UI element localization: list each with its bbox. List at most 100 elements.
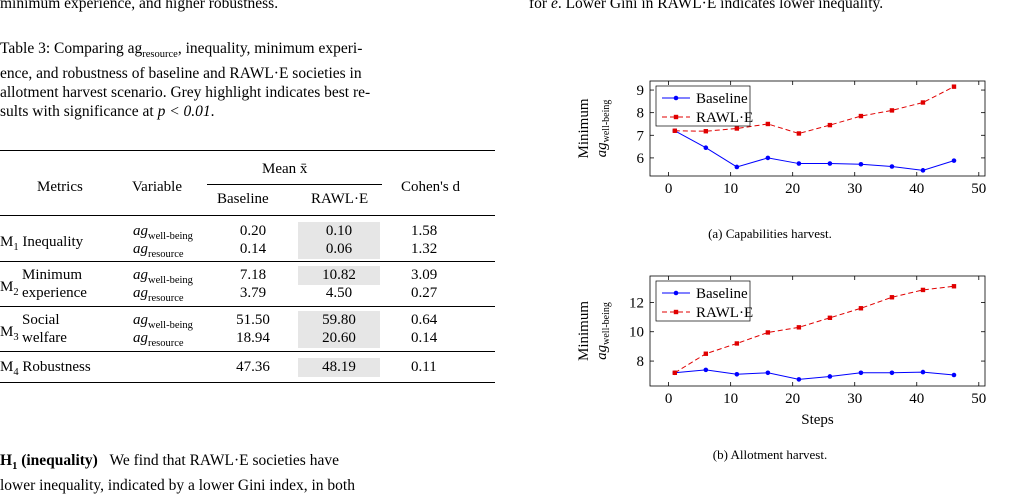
x-axis-label: Steps [801, 412, 834, 427]
point-rawle [827, 315, 833, 320]
h1-bold: H1 (inequality) [0, 452, 98, 473]
caption-l1-a: Table 3: Comparing ag [0, 40, 143, 57]
legend-box [655, 280, 751, 322]
row4-rawle1: 48.19 [298, 358, 380, 377]
x-tick-label: 50 [971, 181, 986, 197]
row3-rule [0, 351, 495, 352]
point-rawle [889, 295, 895, 300]
plot-frame [649, 80, 986, 177]
row4-d1: 0.11 [411, 359, 437, 375]
point-rawle [703, 129, 709, 134]
row3-var2: agresource [133, 330, 184, 349]
y-tick-label: 12 [629, 295, 644, 311]
caption-a: (a) Capabilities harvest. [708, 226, 832, 241]
row3-metric-l2: welfare [22, 330, 67, 346]
point-baseline [703, 367, 709, 373]
x-tick-label: 40 [909, 181, 924, 197]
row3-d2: 0.14 [411, 330, 438, 346]
point-baseline [858, 370, 864, 376]
header-cohens: Cohen's d [401, 179, 460, 195]
row3-base1: 51.50 [236, 312, 270, 328]
series-line-rawle [674, 285, 955, 374]
header-mean: Mean x̄ [262, 161, 308, 177]
row3-metric-l1: Social [22, 312, 60, 328]
row3-metric-prefix: M3 [0, 324, 19, 343]
point-baseline [920, 168, 926, 173]
point-rawle [672, 128, 678, 133]
row4-base1: 47.36 [236, 359, 270, 375]
y-tick-label: 8 [637, 354, 645, 370]
point-rawle [951, 84, 957, 89]
plot-frame [649, 275, 986, 387]
x-tick-label: 40 [909, 391, 924, 407]
row3-d1: 0.64 [411, 312, 438, 328]
row4-metric: M4 Robustness [0, 359, 91, 378]
point-baseline [889, 164, 895, 169]
x-tick-label: 20 [785, 391, 800, 407]
row2-d1: 3.09 [411, 267, 438, 283]
x-tick-label: 10 [723, 391, 738, 407]
point-rawle [889, 108, 895, 113]
legend-box [655, 85, 751, 127]
caption-line-2: ence, and robustness of baseline and RAW… [0, 65, 362, 83]
right-top-var: e [550, 0, 558, 12]
caption-line-4: sults with significance at p < 0.01. [0, 102, 495, 121]
caption-l4-a: sults with significance at [0, 103, 158, 121]
table-bottom-rule [0, 382, 495, 384]
y-tick-label: 9 [637, 83, 645, 99]
point-baseline [951, 372, 957, 378]
legend-marker [673, 309, 679, 315]
right-top-post: . Lower Gini in RAWL·E indicates lower i… [557, 0, 884, 12]
x-tick-label: 50 [971, 391, 986, 407]
header-metrics: Metrics [37, 179, 83, 195]
point-rawle [796, 131, 802, 136]
h1-paragraph: H1 (inequality) We find that RAWL·E soci… [0, 451, 495, 495]
row1-base1: 0.20 [239, 223, 267, 239]
row1-metric: M1 Inequality [0, 234, 84, 253]
row2-base1: 7.18 [239, 267, 267, 283]
y-label-line2: agwell-being [594, 100, 612, 158]
legend-label: RAWL·E [696, 110, 753, 126]
point-baseline [858, 161, 864, 167]
chart-b: 0 10 20 30 40 50 8 10 12 Minimum agwell-being Steps… [576, 275, 986, 427]
y-label-line2: agwell-being [594, 302, 612, 360]
point-baseline [920, 369, 926, 375]
legend-label: Baseline [696, 91, 748, 107]
header-variable: Variable [132, 179, 182, 195]
point-baseline [827, 161, 833, 166]
legend-marker [673, 114, 679, 120]
mean-rule [207, 184, 382, 185]
y-label-line1: Minimum [576, 98, 592, 158]
h1-line-1: H1 (inequality) We find that RAWL·E soci… [0, 451, 495, 476]
legend-label: RAWL·E [696, 305, 753, 321]
y-label-line1: Minimum [576, 301, 592, 361]
point-rawle [734, 341, 740, 346]
y-tick-label: 7 [637, 128, 645, 144]
row2-base2: 3.79 [239, 285, 267, 301]
row2-var2: agresource [133, 285, 184, 304]
results-table: Metrics Variable Mean x̄ Baseline RAWL·E… [0, 150, 495, 415]
series-line-baseline [674, 369, 955, 380]
row3-rawle2: 20.60 [298, 329, 380, 348]
y-label-sub: well-being [601, 100, 612, 143]
y-tick-label: 6 [637, 151, 645, 167]
right-top-line: for e. Lower Gini in RAWL·E indicates lo… [529, 0, 883, 13]
x-tick-label: 20 [785, 181, 800, 197]
h1-line-2: lower inequality, indicated by a lower G… [0, 477, 355, 495]
row2-metric-l2: experience [22, 285, 87, 301]
point-baseline [765, 155, 771, 161]
point-baseline [796, 377, 802, 382]
row3-rawle1: 59.80 [298, 311, 380, 330]
point-rawle [796, 325, 802, 330]
x-tick-label: 10 [723, 181, 738, 197]
point-rawle [951, 284, 957, 289]
row1-var1: agwell-being [133, 223, 193, 242]
series-line-baseline [674, 130, 955, 171]
caption-l1-b: , inequality, minimum experi- [177, 40, 363, 57]
point-rawle [734, 126, 740, 131]
point-rawle [765, 121, 771, 127]
row2-metric-prefix: M2 [0, 279, 19, 298]
left-top-line: minimum experience, and higher robustnes… [0, 0, 279, 12]
x-tick-label: 30 [847, 391, 862, 407]
x-tick-label: 0 [665, 391, 673, 407]
